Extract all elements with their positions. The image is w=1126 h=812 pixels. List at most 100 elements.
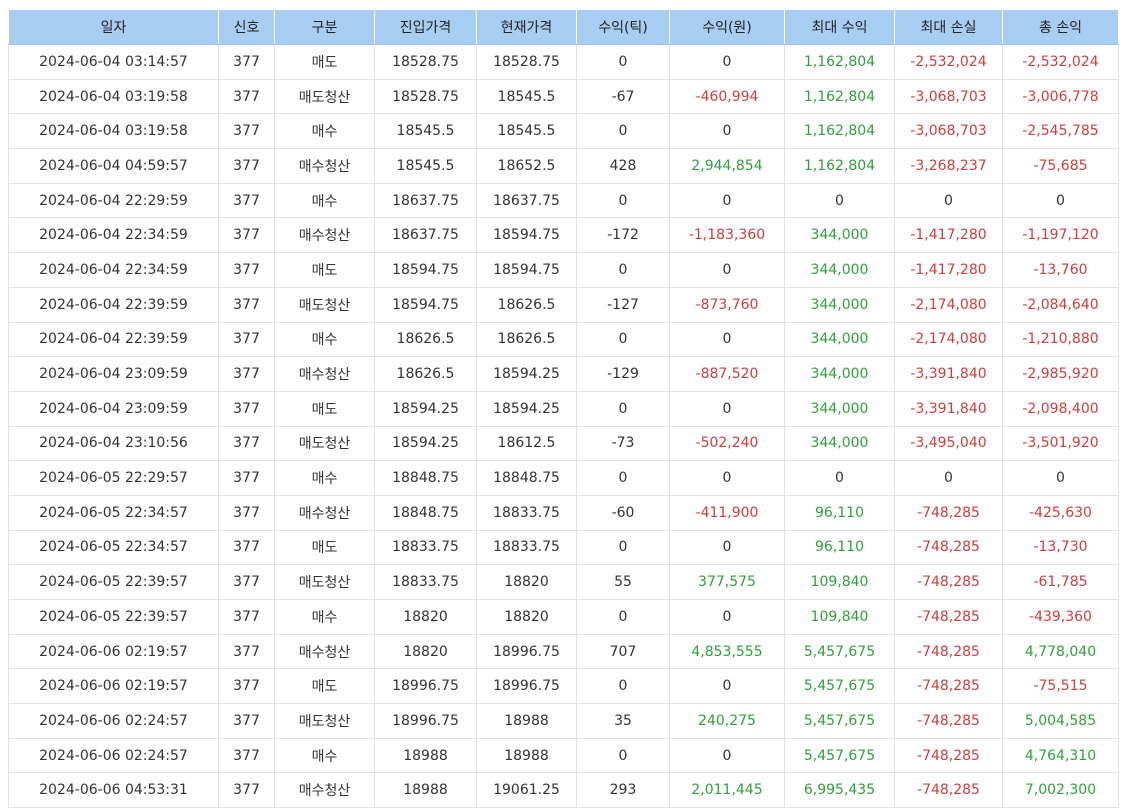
table-row[interactable]: 2024-06-05 22:39:57 377 매수 18820 18820 0 0 109,… (8, 599, 1119, 635)
cell-signal: 377 (218, 494, 275, 531)
cell-profit-ticks: -127 (576, 286, 670, 323)
cell-profit-won: 2,944,854 (669, 148, 785, 184)
cell-current-price: 18637.75 (476, 182, 577, 219)
cell-entry-price: 18988 (374, 737, 477, 774)
table-row[interactable]: 2024-06-04 22:29:59 377 매수 18637.75 18637.75… (8, 182, 1119, 219)
table-row[interactable]: 2024-06-04 22:39:59 377 매수 18626.5 18626.5 0 0… (8, 321, 1119, 358)
table-row[interactable]: 2024-06-04 23:09:59 377 매수청산 18626.5 18594.2… (8, 356, 1119, 392)
cell-signal: 377 (218, 356, 275, 392)
table-row[interactable]: 2024-06-06 02:24:57 377 매도청산 18996.75 18988 3… (8, 703, 1119, 739)
cell-max-profit: 0 (784, 182, 895, 219)
table-body: 2024-06-04 03:14:57 377 매도 18528.75 18528.75… (8, 44, 1119, 809)
cell-type: 매수 (274, 321, 375, 358)
table-row[interactable]: 2024-06-04 22:39:59 377 매도청산 18594.75 18626.… (8, 286, 1119, 323)
cell-signal: 377 (218, 703, 275, 739)
cell-entry-price: 18996.75 (374, 703, 477, 739)
cell-entry-price: 18833.75 (374, 564, 477, 600)
cell-current-price: 18996.75 (476, 633, 577, 670)
column-header-profit-won[interactable]: 수익(원) (669, 9, 785, 45)
cell-signal: 377 (218, 217, 275, 254)
cell-type: 매도청산 (274, 425, 375, 462)
table-row[interactable]: 2024-06-04 23:09:59 377 매도 18594.25 18594.25… (8, 390, 1119, 427)
column-header-date[interactable]: 일자 (8, 9, 219, 45)
column-header-max-profit[interactable]: 최대 수익 (784, 9, 895, 45)
cell-entry-price: 18626.5 (374, 356, 477, 392)
cell-entry-price: 18528.75 (374, 44, 477, 80)
cell-signal: 377 (218, 772, 275, 809)
cell-entry-price: 18833.75 (374, 529, 477, 566)
table-row[interactable]: 2024-06-04 04:59:57 377 매수청산 18545.5 18652.5… (8, 148, 1119, 184)
column-header-signal[interactable]: 신호 (218, 9, 275, 45)
table-row[interactable]: 2024-06-04 03:14:57 377 매도 18528.75 18528.75… (8, 44, 1119, 80)
column-header-profit-ticks[interactable]: 수익(틱) (576, 9, 670, 45)
cell-date: 2024-06-06 02:19:57 (8, 668, 219, 705)
column-header-max-loss[interactable]: 최대 손실 (894, 9, 1003, 45)
cell-total-pnl: -61,785 (1002, 564, 1119, 600)
cell-profit-won: 0 (669, 252, 785, 288)
cell-max-profit: 5,457,675 (784, 703, 895, 739)
cell-current-price: 18996.75 (476, 668, 577, 705)
trade-history-table: 일자 신호 구분 진입가격 현재가격 수익(틱) 수익(원) 최대 수익 최대 … (8, 9, 1119, 809)
cell-max-loss: -2,174,080 (894, 321, 1003, 358)
cell-max-profit: 5,457,675 (784, 633, 895, 670)
cell-signal: 377 (218, 390, 275, 427)
cell-current-price: 18833.75 (476, 529, 577, 566)
table-row[interactable]: 2024-06-05 22:29:57 377 매수 18848.75 18848.75… (8, 460, 1119, 496)
table-row[interactable]: 2024-06-05 22:34:57 377 매수청산 18848.75 18833.… (8, 494, 1119, 531)
cell-max-profit: 1,162,804 (784, 113, 895, 150)
cell-max-loss: -3,268,237 (894, 148, 1003, 184)
column-header-entry-price[interactable]: 진입가격 (374, 9, 477, 45)
cell-max-profit: 344,000 (784, 425, 895, 462)
cell-profit-won: 377,575 (669, 564, 785, 600)
cell-max-profit: 344,000 (784, 356, 895, 392)
cell-date: 2024-06-04 22:39:59 (8, 321, 219, 358)
cell-current-price: 18626.5 (476, 321, 577, 358)
cell-total-pnl: 0 (1002, 460, 1119, 496)
cell-profit-ticks: -172 (576, 217, 670, 254)
cell-current-price: 18594.25 (476, 390, 577, 427)
table-row[interactable]: 2024-06-05 22:39:57 377 매도청산 18833.75 18820 5… (8, 564, 1119, 600)
cell-current-price: 18833.75 (476, 494, 577, 531)
cell-total-pnl: -13,730 (1002, 529, 1119, 566)
table-row[interactable]: 2024-06-04 23:10:56 377 매도청산 18594.25 18612.… (8, 425, 1119, 462)
column-header-type[interactable]: 구분 (274, 9, 375, 45)
cell-signal: 377 (218, 425, 275, 462)
table-row[interactable]: 2024-06-06 02:19:57 377 매도 18996.75 18996.75… (8, 668, 1119, 705)
column-header-current-price[interactable]: 현재가격 (476, 9, 577, 45)
cell-signal: 377 (218, 286, 275, 323)
cell-max-loss: -748,285 (894, 564, 1003, 600)
cell-total-pnl: -2,545,785 (1002, 113, 1119, 150)
cell-signal: 377 (218, 668, 275, 705)
table-row[interactable]: 2024-06-04 03:19:58 377 매수 18545.5 18545.5 0 0… (8, 113, 1119, 150)
table-row[interactable]: 2024-06-05 22:34:57 377 매도 18833.75 18833.75… (8, 529, 1119, 566)
cell-profit-ticks: 35 (576, 703, 670, 739)
cell-profit-won: 0 (669, 599, 785, 635)
cell-total-pnl: -13,760 (1002, 252, 1119, 288)
table-row[interactable]: 2024-06-04 22:34:59 377 매도 18594.75 18594.75… (8, 252, 1119, 288)
table-row[interactable]: 2024-06-04 22:34:59 377 매수청산 18637.75 18594.… (8, 217, 1119, 254)
table-row[interactable]: 2024-06-06 04:53:31 377 매수청산 18988 19061.25 2… (8, 772, 1119, 809)
cell-entry-price: 18545.5 (374, 148, 477, 184)
cell-entry-price: 18594.25 (374, 390, 477, 427)
table-row[interactable]: 2024-06-06 02:24:57 377 매수 18988 18988 0 0 5,45… (8, 737, 1119, 774)
cell-current-price: 18594.25 (476, 356, 577, 392)
cell-entry-price: 18594.75 (374, 286, 477, 323)
cell-total-pnl: 7,002,300 (1002, 772, 1119, 809)
table-row[interactable]: 2024-06-04 03:19:58 377 매도청산 18528.75 18545.… (8, 78, 1119, 115)
column-header-total-pnl[interactable]: 총 손익 (1002, 9, 1119, 45)
cell-max-profit: 344,000 (784, 286, 895, 323)
cell-total-pnl: -2,532,024 (1002, 44, 1119, 80)
table-row[interactable]: 2024-06-06 02:19:57 377 매수청산 18820 18996.75 7… (8, 633, 1119, 670)
cell-signal: 377 (218, 44, 275, 80)
cell-max-profit: 109,840 (784, 599, 895, 635)
cell-max-loss: -3,068,703 (894, 113, 1003, 150)
cell-type: 매수청산 (274, 633, 375, 670)
cell-profit-won: 0 (669, 668, 785, 705)
cell-profit-ticks: 0 (576, 599, 670, 635)
cell-type: 매도청산 (274, 564, 375, 600)
cell-signal: 377 (218, 529, 275, 566)
cell-current-price: 18820 (476, 599, 577, 635)
cell-entry-price: 18996.75 (374, 668, 477, 705)
cell-max-loss: -2,532,024 (894, 44, 1003, 80)
cell-max-loss: -1,417,280 (894, 252, 1003, 288)
